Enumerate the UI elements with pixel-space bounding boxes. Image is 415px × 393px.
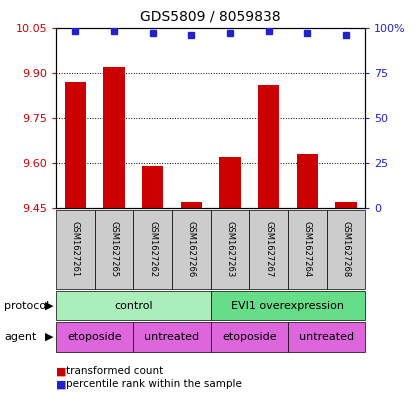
Text: control: control (114, 301, 153, 310)
Title: GDS5809 / 8059838: GDS5809 / 8059838 (140, 9, 281, 24)
Text: agent: agent (4, 332, 37, 342)
Bar (327, 210, 365, 289)
Bar (210, 210, 249, 289)
Text: percentile rank within the sample: percentile rank within the sample (66, 379, 242, 389)
Text: GSM1627268: GSM1627268 (342, 221, 350, 278)
Text: GSM1627264: GSM1627264 (303, 222, 312, 277)
Text: ■: ■ (56, 379, 66, 389)
Text: etoposide: etoposide (222, 332, 276, 342)
Bar (288, 210, 327, 289)
Text: GSM1627261: GSM1627261 (71, 222, 80, 277)
Text: GSM1627262: GSM1627262 (148, 222, 157, 277)
Bar (288, 322, 365, 352)
Text: GSM1627266: GSM1627266 (187, 221, 196, 278)
Bar (172, 210, 210, 289)
Text: ▶: ▶ (45, 332, 53, 342)
Text: transformed count: transformed count (66, 366, 163, 376)
Bar (210, 322, 288, 352)
Text: ▶: ▶ (45, 301, 53, 310)
Bar (142, 166, 163, 208)
Bar (297, 154, 318, 208)
Bar (181, 202, 202, 208)
Text: GSM1627263: GSM1627263 (225, 221, 234, 278)
Bar (133, 322, 210, 352)
Bar (65, 82, 86, 208)
Bar (335, 202, 356, 208)
Text: protocol: protocol (4, 301, 49, 310)
Bar (56, 322, 133, 352)
Text: ■: ■ (56, 366, 66, 376)
Bar (210, 291, 365, 320)
Bar (56, 291, 210, 320)
Text: untreated: untreated (144, 332, 200, 342)
Text: GSM1627267: GSM1627267 (264, 221, 273, 278)
Bar (249, 210, 288, 289)
Text: GSM1627265: GSM1627265 (110, 222, 119, 277)
Text: untreated: untreated (299, 332, 354, 342)
Bar (219, 157, 241, 208)
Text: etoposide: etoposide (67, 332, 122, 342)
Bar (56, 210, 95, 289)
Bar (133, 210, 172, 289)
Bar (258, 85, 279, 208)
Bar (95, 210, 133, 289)
Bar (103, 67, 124, 208)
Text: EVI1 overexpression: EVI1 overexpression (232, 301, 344, 310)
